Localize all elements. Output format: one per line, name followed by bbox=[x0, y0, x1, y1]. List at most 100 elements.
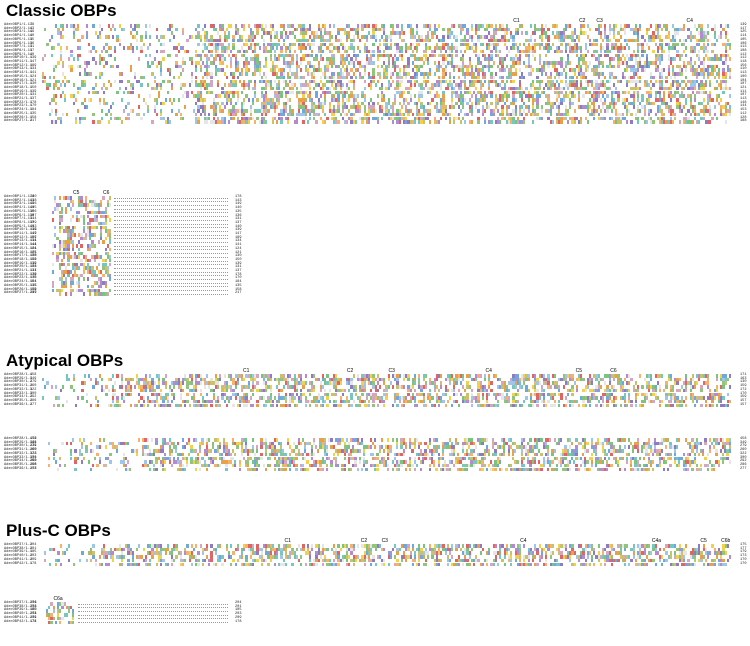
sequence-end-position: 113 bbox=[740, 97, 747, 101]
sequence-residues bbox=[42, 64, 735, 69]
sequence-label: AdecOBP29/1-349 bbox=[4, 440, 37, 445]
sequence-end-position: 130 bbox=[235, 254, 242, 259]
cysteine-marker: C3 bbox=[388, 368, 395, 374]
gap-dots bbox=[114, 227, 228, 229]
sequence-start-position: 1 bbox=[30, 398, 33, 403]
sequence-label: AdecOBP42/1-178 bbox=[4, 561, 37, 566]
sequence-start-position: 158 bbox=[30, 466, 37, 471]
sequence-start-position: 1 bbox=[30, 100, 33, 105]
sequence-label: AdecOBP22/1-178 bbox=[4, 100, 37, 105]
sequence-residues bbox=[42, 547, 735, 552]
sequence-label: AdecOBP27/1-217 bbox=[4, 291, 37, 296]
sequence-label: AdecOBP35/1-286 bbox=[4, 462, 37, 467]
sequence-label: AdecOBP23/1-170 bbox=[4, 104, 37, 109]
sequence-residues bbox=[46, 445, 735, 449]
sequence-residues bbox=[46, 613, 76, 617]
sequence-residues bbox=[52, 221, 112, 226]
sequence-start-position: 107 bbox=[30, 213, 37, 218]
sequence-label: AdecOBP27/1-217 bbox=[4, 119, 37, 124]
sequence-residues bbox=[52, 277, 112, 281]
gap-dots bbox=[114, 197, 228, 199]
sequence-residues bbox=[52, 281, 112, 285]
alignment-block-plus-c-2: C6a AdecOBP37/1-204 176 204 AdecOBP38/1-201 1… bbox=[0, 596, 750, 630]
sequence-end-position: 170 bbox=[740, 557, 747, 562]
sequence-residues bbox=[42, 374, 735, 378]
sequence-label: AdecOBP40/1-203 bbox=[4, 554, 37, 559]
sequence-residues bbox=[46, 463, 735, 468]
sequence-start-position: 113 bbox=[30, 283, 37, 288]
sequence-end-position: 107 bbox=[740, 82, 747, 87]
sequence-label: AdecOBP23/1-170 bbox=[4, 276, 37, 281]
gap-dots bbox=[114, 216, 228, 218]
sequence-end-position: 135 bbox=[235, 209, 242, 214]
sequence-start-position: 106 bbox=[30, 209, 37, 214]
sequence-start-position: 126 bbox=[30, 202, 37, 207]
sequence-end-position: 118 bbox=[740, 60, 747, 64]
gap-dots bbox=[78, 611, 228, 612]
sequence-residues bbox=[42, 112, 735, 117]
gap-dots bbox=[78, 607, 228, 609]
sequence-end-position: 209 bbox=[235, 615, 242, 620]
sequence-residues bbox=[42, 381, 735, 385]
sequence-residues bbox=[52, 284, 112, 289]
sequence-label: AdecOBP42/1-178 bbox=[4, 619, 37, 624]
sequence-start-position: 105 bbox=[30, 250, 37, 255]
sequence-label: AdecOBP12/1-189 bbox=[4, 235, 37, 240]
sequence-start-position: 160 bbox=[30, 448, 37, 453]
sequence-label: AdecOBP19/1-139 bbox=[4, 261, 37, 266]
sequence-start-position: 101 bbox=[30, 246, 37, 251]
sequence-residues bbox=[52, 236, 112, 241]
sequence-residues bbox=[52, 199, 112, 204]
sequence-label: AdecOBP26/1-158 bbox=[4, 115, 37, 120]
sequence-end-position: 179 bbox=[740, 550, 747, 555]
sequence-start-position: 119 bbox=[30, 232, 37, 236]
alignment-block-classic-1: C1 C2 C3 C4 AdecOBP1/1-178 1 139 AdecOBP2/1-143… bbox=[0, 18, 750, 124]
sequence-end-position: 125 bbox=[740, 30, 747, 35]
sequence-end-position: 203 bbox=[235, 612, 242, 617]
gap-dots bbox=[114, 212, 228, 214]
sequence-start-position: 111 bbox=[30, 239, 37, 244]
gap-dots bbox=[114, 208, 228, 210]
sequence-label: AdecOBP36/1-277 bbox=[4, 402, 37, 407]
sequence-label: AdecOBP20/1-131 bbox=[4, 93, 37, 98]
cysteine-marker: C4 bbox=[520, 538, 527, 544]
sequence-start-position: 160 bbox=[30, 459, 37, 464]
sequence-start-position: 122 bbox=[30, 257, 37, 262]
sequence-end-position: 112 bbox=[740, 111, 747, 116]
sequence-label: AdecOBP33/1-300 bbox=[4, 455, 37, 460]
sequence-end-position: 178 bbox=[235, 619, 242, 624]
sequence-residues bbox=[42, 57, 735, 61]
cysteine-marker: C1 bbox=[284, 538, 291, 544]
sequence-residues bbox=[42, 101, 735, 106]
sequence-start-position: 1 bbox=[30, 115, 33, 120]
sequence-label: AdecOBP36/1-277 bbox=[4, 466, 37, 471]
sequence-start-position: 1 bbox=[30, 71, 33, 76]
sequence-residues bbox=[42, 35, 735, 39]
sequence-end-position: 106 bbox=[740, 41, 747, 46]
sequence-label: AdecOBP21/1-137 bbox=[4, 269, 37, 273]
sequence-start-position: 1 bbox=[30, 395, 33, 400]
sequence-residues bbox=[52, 270, 112, 274]
gap-dots bbox=[114, 256, 228, 258]
cysteine-marker: C5 bbox=[575, 368, 583, 374]
sequence-end-position: 217 bbox=[235, 291, 242, 296]
sequence-end-position: 204 bbox=[235, 601, 242, 605]
sequence-label: AdecOBP22/1-178 bbox=[4, 272, 37, 277]
heading-plus-c-obps: Plus-C OBPs bbox=[6, 521, 111, 540]
sequence-end-position: 292 bbox=[740, 459, 747, 464]
sequence-start-position: 1 bbox=[30, 41, 33, 46]
sequence-start-position: 149 bbox=[30, 272, 37, 277]
sequence-label: AdecOBP38/1-201 bbox=[4, 546, 37, 551]
sequence-label: AdecOBP29/1-349 bbox=[4, 376, 37, 381]
sequence-end-position: 121 bbox=[740, 85, 747, 90]
sequence-end-position: 114 bbox=[740, 34, 747, 39]
sequence-start-position: 154 bbox=[30, 280, 37, 285]
sequence-start-position: 1 bbox=[30, 82, 33, 87]
sequence-residues bbox=[52, 244, 112, 248]
sequence-end-position: 139 bbox=[235, 261, 242, 266]
sequence-residues bbox=[46, 616, 76, 621]
sequence-start-position: 129 bbox=[30, 287, 37, 292]
sequence-end-position: 124 bbox=[235, 246, 242, 251]
gap-dots bbox=[114, 267, 228, 269]
sequence-label: AdecOBP4/1-140 bbox=[4, 206, 35, 211]
